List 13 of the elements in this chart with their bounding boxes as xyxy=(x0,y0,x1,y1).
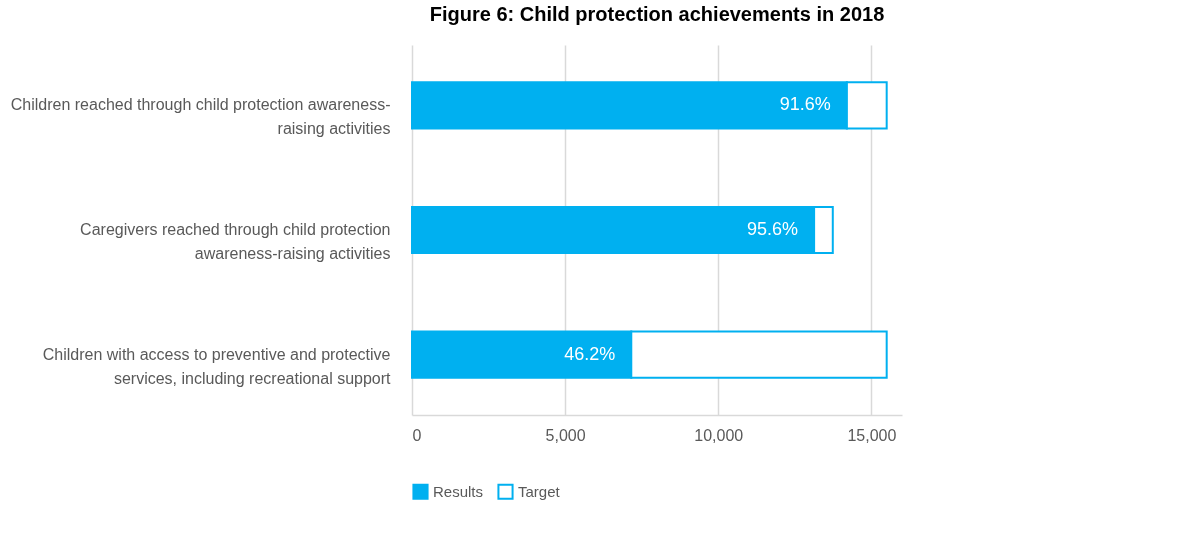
x-tick-label: 0 xyxy=(412,426,422,444)
x-tick-label: 15,000 xyxy=(847,426,897,444)
legend-label: Results xyxy=(433,482,484,500)
annotation: 91.6% xyxy=(779,94,831,115)
y-tick-label: Caregivers reached through child protection awareness-raising activities xyxy=(80,221,391,262)
legend-label: Target xyxy=(518,482,561,500)
annotation: 46.2% xyxy=(564,343,616,364)
x-tick-label: 10,000 xyxy=(694,426,744,444)
y-tick-label: Children with access to preventive and protective services, including recreational support xyxy=(42,345,392,387)
y-tick-label: Children reached through child protection awareness-raising activities xyxy=(10,96,391,138)
annotation: 95.6% xyxy=(747,219,799,239)
chart-title: Figure 6: Child protection achievements in 2018 xyxy=(429,3,885,25)
x-tick-label: 5,000 xyxy=(545,426,586,444)
